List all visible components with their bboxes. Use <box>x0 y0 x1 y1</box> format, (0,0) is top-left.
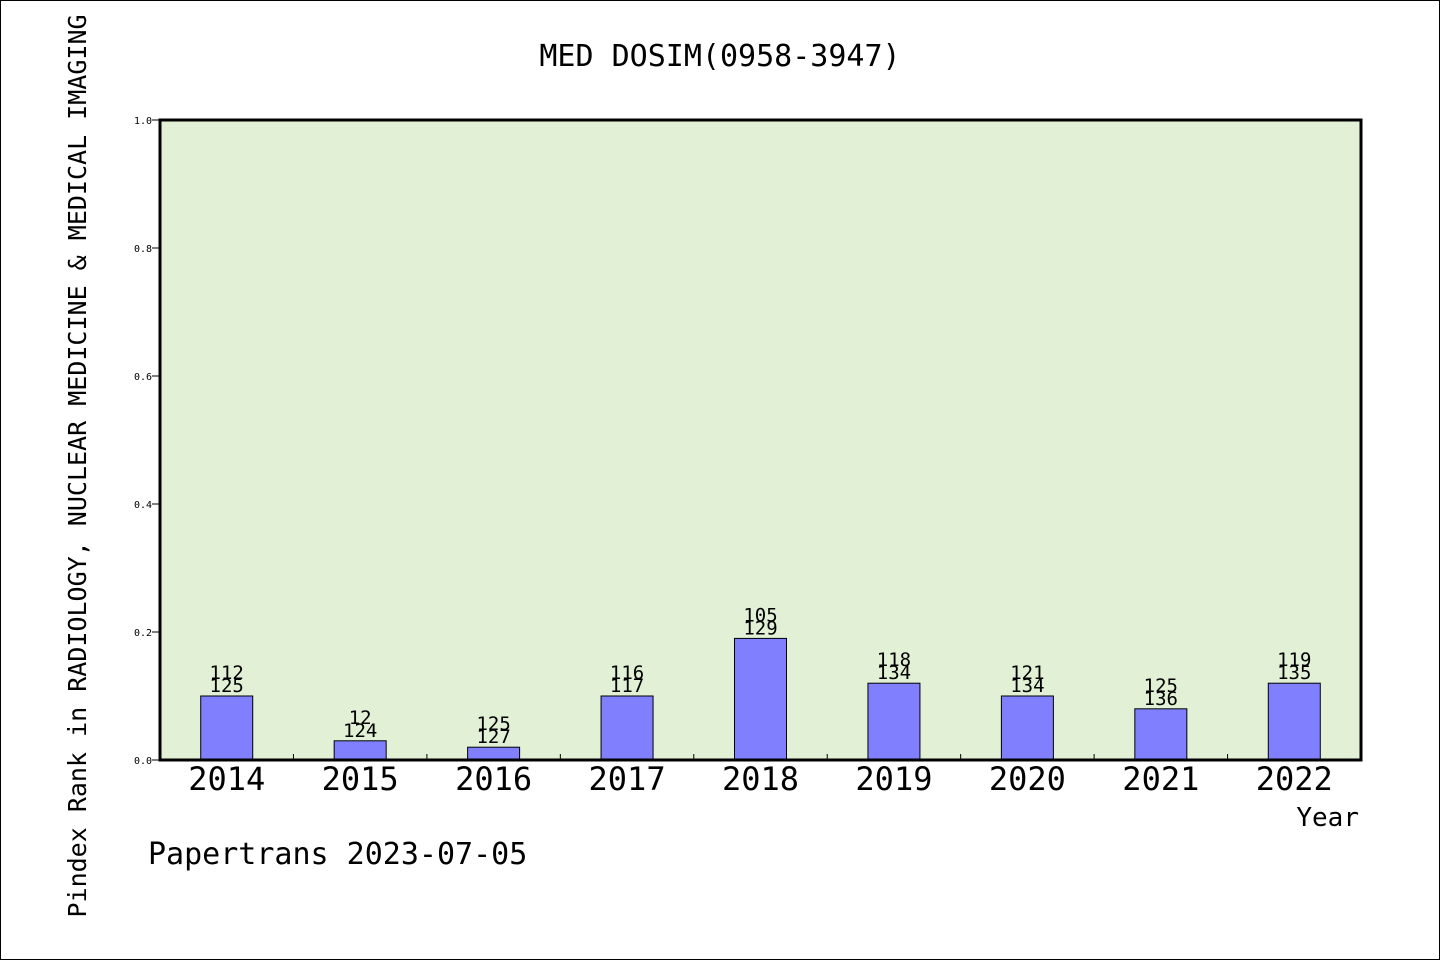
y-tick-label: 0.8 <box>134 244 152 255</box>
bar-label-top: 125 <box>1144 675 1178 697</box>
bar-labels: 1251121241212712511711612910513411813412… <box>210 604 1312 748</box>
footer-credit: Papertrans 2023-07-05 <box>148 837 527 872</box>
plot-border <box>158 118 1363 762</box>
x-category-label: 2014 <box>188 760 265 798</box>
bar-label-top: 119 <box>1277 649 1311 671</box>
x-category-label: 2017 <box>589 760 666 798</box>
x-category-label: 2021 <box>1122 760 1199 798</box>
bar-label-bottom: 127 <box>476 726 510 748</box>
bar-label-bottom: 134 <box>877 662 911 684</box>
y-axis-ticks: 0.0 0.2 0.4 0.6 0.8 1.0 <box>134 116 160 767</box>
bar-2022 <box>1267 682 1321 761</box>
y-tick-label: 0.0 <box>134 756 152 767</box>
bar-label-bottom: 135 <box>1277 662 1311 684</box>
y-tick-label: 0.4 <box>134 500 152 511</box>
x-category-labels: 2014 2015 2016 2017 2018 2019 2020 2021 2022 <box>188 760 1333 798</box>
bar-label-top: 125 <box>476 713 510 735</box>
bar-label-bottom: 129 <box>743 617 777 639</box>
bar-label-bottom: 136 <box>1144 688 1178 710</box>
bar-label-top: 112 <box>210 662 244 684</box>
bar-2016 <box>467 746 521 761</box>
bar-label-top: 121 <box>1010 662 1044 684</box>
x-category-label: 2018 <box>722 760 799 798</box>
x-axis-label: Year <box>1296 803 1359 833</box>
y-tick-label: 0.2 <box>134 628 152 639</box>
bar-label-bottom: 117 <box>610 675 644 697</box>
bar-2019 <box>867 682 921 761</box>
y-tick-label: 0.6 <box>134 372 152 383</box>
bar-label-top: 12 <box>349 707 372 729</box>
x-category-label: 2015 <box>322 760 399 798</box>
bar-label-bottom: 125 <box>210 675 244 697</box>
bar-2021 <box>1134 708 1188 761</box>
bar-label-top: 118 <box>877 649 911 671</box>
x-category-label: 2022 <box>1256 760 1333 798</box>
bar-label-top: 105 <box>743 604 777 626</box>
x-category-label: 2019 <box>855 760 932 798</box>
x-category-label: 2016 <box>455 760 532 798</box>
bar-2018 <box>734 637 787 761</box>
y-tick-label: 1.0 <box>134 116 152 127</box>
x-category-label: 2020 <box>989 760 1066 798</box>
bar-label-bottom: 124 <box>343 720 377 742</box>
y-axis-label: Pindex Rank in RADIOLOGY, NUCLEAR MEDICI… <box>63 14 92 917</box>
bar-2015 <box>333 740 387 761</box>
bar-2017 <box>600 695 654 761</box>
bar-2014 <box>200 695 254 761</box>
bar-2020 <box>1000 695 1054 761</box>
chart-title: MED DOSIM(0958-3947) <box>539 39 900 74</box>
bar-label-bottom: 134 <box>1010 675 1044 697</box>
bar-label-top: 116 <box>610 662 644 684</box>
bars <box>200 637 1321 761</box>
